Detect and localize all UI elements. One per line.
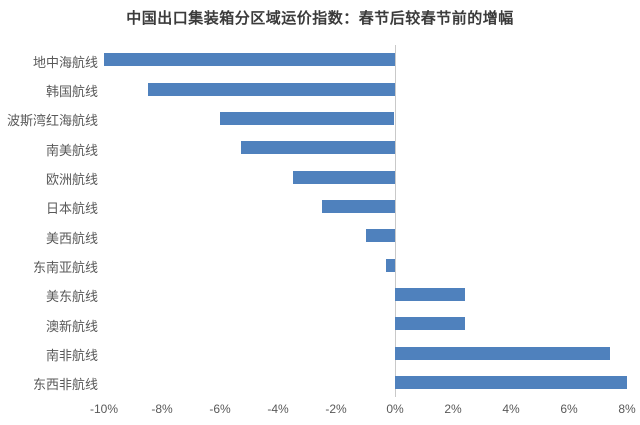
- category-label: 欧洲航线: [45, 172, 98, 187]
- category-label: 东西非航线: [32, 377, 98, 392]
- category-label: 波斯湾红海航线: [6, 113, 98, 128]
- category-label: 美西航线: [45, 231, 98, 246]
- category-label: 澳新航线: [45, 319, 98, 334]
- category-label: 韩国航线: [45, 84, 98, 99]
- bar: [395, 288, 465, 301]
- x-tick-label: -6%: [209, 402, 231, 416]
- x-tick-label: -2%: [325, 402, 347, 416]
- x-tick-label: -10%: [89, 402, 118, 416]
- category-label: 地中海航线: [32, 55, 98, 70]
- zero-axis-line: [395, 45, 396, 397]
- x-tick-label: 4%: [502, 402, 520, 416]
- x-tick-label: 0%: [386, 402, 404, 416]
- bar: [293, 171, 395, 184]
- bar: [104, 53, 395, 66]
- bar: [322, 200, 395, 213]
- x-tick-label: 2%: [444, 402, 462, 416]
- bar: [395, 317, 465, 330]
- bar: [395, 347, 610, 360]
- bar: [148, 83, 395, 96]
- bar: [220, 112, 394, 125]
- category-label: 美东航线: [45, 289, 98, 304]
- x-tick-label: -4%: [267, 402, 289, 416]
- category-label: 东南亚航线: [32, 260, 98, 275]
- chart-title: 中国出口集装箱分区域运价指数：春节后较春节前的增幅: [126, 10, 514, 27]
- category-label: 南非航线: [45, 348, 98, 363]
- bar: [386, 259, 395, 272]
- bar: [395, 376, 627, 389]
- bar: [241, 141, 395, 154]
- x-tick-label: -8%: [151, 402, 173, 416]
- category-label: 南美航线: [45, 143, 98, 158]
- x-tick-label: 8%: [618, 402, 636, 416]
- bar: [366, 229, 395, 242]
- x-tick-label: 6%: [560, 402, 578, 416]
- category-label: 日本航线: [45, 201, 98, 216]
